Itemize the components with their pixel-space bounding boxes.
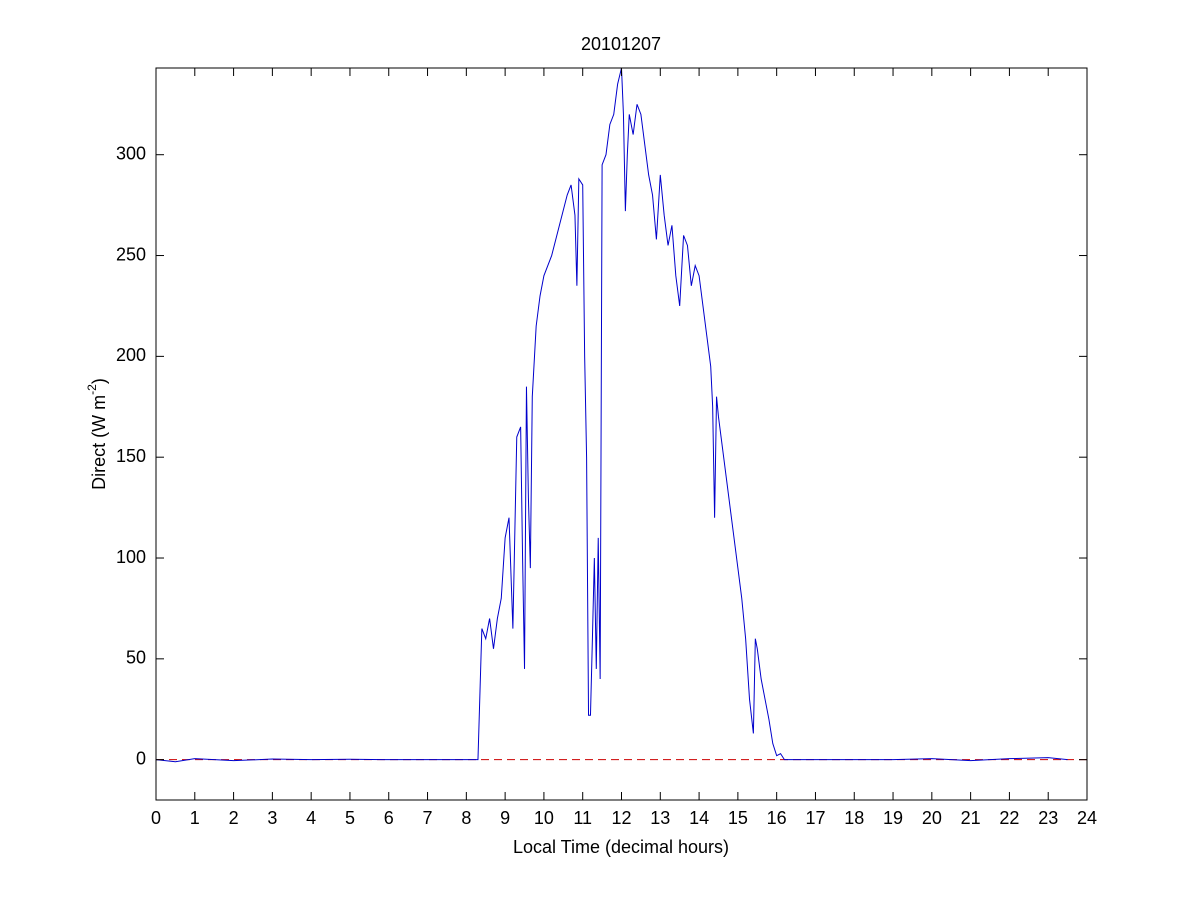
y-tick-label: 100 — [116, 547, 146, 567]
x-tick-label: 17 — [805, 808, 825, 828]
x-tick-label: 21 — [961, 808, 981, 828]
x-tick-label: 12 — [611, 808, 631, 828]
data-line — [155, 67, 1068, 763]
x-tick-label: 7 — [423, 808, 433, 828]
x-tick-label: 19 — [883, 808, 903, 828]
x-tick-label: 13 — [650, 808, 670, 828]
chart-title: 20101207 — [581, 34, 661, 54]
x-tick-label: 3 — [267, 808, 277, 828]
y-tick-label: 50 — [126, 648, 146, 668]
x-tick-label: 2 — [229, 808, 239, 828]
x-tick-label: 5 — [345, 808, 355, 828]
y-label-end: ) — [89, 378, 109, 384]
y-tick-label: 150 — [116, 446, 146, 466]
y-axis-label: Direct (W m-2) — [85, 378, 109, 490]
x-tick-label: 11 — [573, 808, 592, 828]
x-tick-label: 9 — [500, 808, 510, 828]
y-label-sup: -2 — [85, 384, 99, 395]
x-tick-label: 1 — [190, 808, 200, 828]
x-tick-label: 22 — [999, 808, 1019, 828]
x-tick-label: 4 — [306, 808, 316, 828]
x-tick-label: 24 — [1077, 808, 1097, 828]
x-tick-label: 23 — [1038, 808, 1058, 828]
x-tick-label: 6 — [384, 808, 394, 828]
y-tick-label: 300 — [116, 143, 146, 163]
y-tick-label: 0 — [136, 748, 146, 768]
y-tick-label: 200 — [116, 345, 146, 365]
y-label-text: Direct (W m — [89, 395, 109, 490]
x-tick-label: 8 — [461, 808, 471, 828]
x-tick-label: 0 — [151, 808, 161, 828]
x-tick-label: 10 — [534, 808, 554, 828]
y-tick-label: 250 — [116, 244, 146, 264]
x-tick-label: 14 — [689, 808, 709, 828]
x-tick-label: 18 — [844, 808, 864, 828]
x-tick-label: 15 — [728, 808, 748, 828]
x-tick-label: 16 — [767, 808, 787, 828]
x-axis-label: Local Time (decimal hours) — [513, 837, 729, 857]
x-tick-label: 20 — [922, 808, 942, 828]
